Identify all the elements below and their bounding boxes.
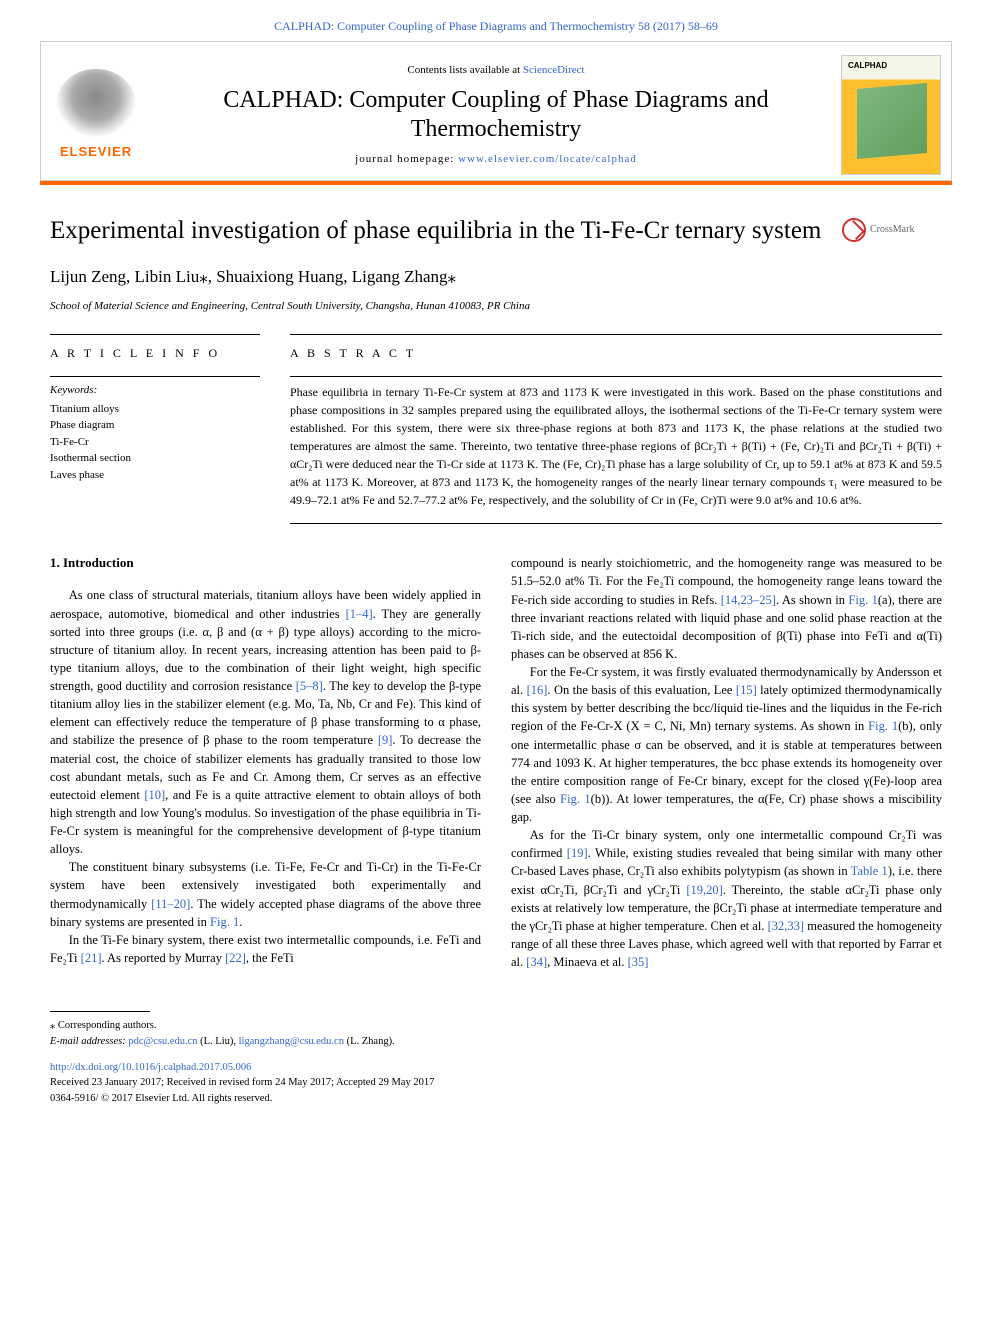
ref-link[interactable]: [21]: [81, 951, 102, 965]
keyword: Laves phase: [50, 467, 260, 484]
contents-line: Contents lists available at ScienceDirec…: [161, 63, 831, 78]
crossmark-icon: [842, 218, 866, 242]
ref-link[interactable]: [34]: [526, 955, 547, 969]
received-line: Received 23 January 2017; Received in re…: [50, 1075, 942, 1091]
body-para: The constituent binary subsystems (i.e. …: [50, 858, 481, 931]
body-columns: 1. Introduction As one class of structur…: [50, 554, 942, 971]
fig-link[interactable]: Fig. 1: [210, 915, 239, 929]
footer: ⁎ Corresponding authors. E-mail addresse…: [50, 1011, 942, 1107]
ref-link[interactable]: [5–8]: [296, 679, 323, 693]
keyword: Ti-Fe-Cr: [50, 434, 260, 451]
email-link[interactable]: pdc@csu.edu.cn: [128, 1036, 197, 1047]
footer-rule: [50, 1011, 150, 1012]
abstract-column: A B S T R A C T Phase equilibria in tern…: [290, 334, 942, 524]
journal-cover-image: [857, 83, 927, 159]
sciencedirect-link[interactable]: ScienceDirect: [523, 64, 585, 76]
article-header: CrossMark Experimental investigation of …: [50, 215, 942, 315]
fig-link[interactable]: Fig. 1: [848, 593, 877, 607]
journal-title: CALPHAD: Computer Coupling of Phase Diag…: [161, 86, 831, 144]
ref-link[interactable]: [15]: [736, 683, 757, 697]
homepage-link[interactable]: www.elsevier.com/locate/calphad: [458, 153, 637, 165]
ref-link[interactable]: [11–20]: [151, 897, 190, 911]
keyword: Phase diagram: [50, 417, 260, 434]
publisher-logo: ELSEVIER: [41, 69, 151, 161]
body-column-left: 1. Introduction As one class of structur…: [50, 554, 481, 971]
journal-cover: [841, 55, 941, 175]
email-line: E-mail addresses: pdc@csu.edu.cn (L. Liu…: [50, 1034, 942, 1050]
crossmark-label: CrossMark: [870, 223, 914, 237]
doi-line: http://dx.doi.org/10.1016/j.calphad.2017…: [50, 1060, 942, 1076]
body-para: compound is nearly stoichiometric, and t…: [511, 554, 942, 663]
authors: Lijun Zeng, Libin Liu⁎, Shuaixiong Huang…: [50, 265, 942, 289]
journal-header: ELSEVIER Contents lists available at Sci…: [40, 41, 952, 181]
email-link[interactable]: ligangzhang@csu.edu.cn: [239, 1036, 344, 1047]
body-column-right: compound is nearly stoichiometric, and t…: [511, 554, 942, 971]
ref-link[interactable]: [19,20]: [686, 883, 722, 897]
affiliation: School of Material Science and Engineeri…: [50, 299, 942, 314]
body-para: As for the Ti-Cr binary system, only one…: [511, 826, 942, 971]
body-para: For the Fe-Cr system, it was firstly eva…: [511, 663, 942, 826]
keyword: Isothermal section: [50, 450, 260, 467]
keywords-label: Keywords:: [50, 376, 260, 398]
crossmark-badge[interactable]: CrossMark: [842, 215, 942, 245]
homepage-line: journal homepage: www.elsevier.com/locat…: [161, 152, 831, 167]
corresponding-authors: ⁎ Corresponding authors.: [50, 1018, 942, 1034]
article-info-heading: A R T I C L E I N F O: [50, 334, 260, 362]
ref-link[interactable]: [22]: [225, 951, 246, 965]
article-info: A R T I C L E I N F O Keywords: Titanium…: [50, 334, 290, 524]
citation-link[interactable]: CALPHAD: Computer Coupling of Phase Diag…: [274, 19, 718, 33]
ref-link[interactable]: [16]: [527, 683, 548, 697]
orange-divider: [40, 181, 952, 185]
abstract-heading: A B S T R A C T: [290, 334, 942, 362]
ref-link[interactable]: [1–4]: [346, 607, 373, 621]
elsevier-tree-icon: [56, 69, 136, 139]
contents-prefix: Contents lists available at: [407, 64, 522, 76]
article-title: Experimental investigation of phase equi…: [50, 215, 942, 248]
homepage-prefix: journal homepage:: [355, 153, 458, 165]
intro-heading: 1. Introduction: [50, 554, 481, 572]
copyright-line: 0364-5916/ © 2017 Elsevier Ltd. All righ…: [50, 1091, 942, 1107]
abstract-bottom-rule: [290, 523, 942, 524]
ref-link[interactable]: [14,23–25]: [721, 593, 776, 607]
table-link[interactable]: Table 1: [851, 864, 888, 878]
doi-link[interactable]: http://dx.doi.org/10.1016/j.calphad.2017…: [50, 1062, 251, 1073]
ref-link[interactable]: [10]: [144, 788, 165, 802]
ref-link[interactable]: [19]: [567, 846, 588, 860]
fig-link[interactable]: Fig. 1: [560, 792, 591, 806]
keywords-list: Titanium alloys Phase diagram Ti-Fe-Cr I…: [50, 401, 260, 484]
fig-link[interactable]: Fig. 1: [868, 719, 898, 733]
ref-link[interactable]: [32,33]: [768, 919, 804, 933]
abstract-text: Phase equilibria in ternary Ti-Fe-Cr sys…: [290, 376, 942, 509]
body-para: As one class of structural materials, ti…: [50, 586, 481, 858]
keyword: Titanium alloys: [50, 401, 260, 418]
body-para: In the Ti-Fe binary system, there exist …: [50, 931, 481, 967]
ref-link[interactable]: [9]: [378, 733, 393, 747]
elsevier-label: ELSEVIER: [51, 143, 141, 161]
ref-link[interactable]: [35]: [628, 955, 649, 969]
citation-header: CALPHAD: Computer Coupling of Phase Diag…: [0, 0, 992, 41]
email-label: E-mail addresses:: [50, 1036, 128, 1047]
info-abstract-row: A R T I C L E I N F O Keywords: Titanium…: [50, 334, 942, 524]
header-center: Contents lists available at ScienceDirec…: [151, 63, 841, 167]
